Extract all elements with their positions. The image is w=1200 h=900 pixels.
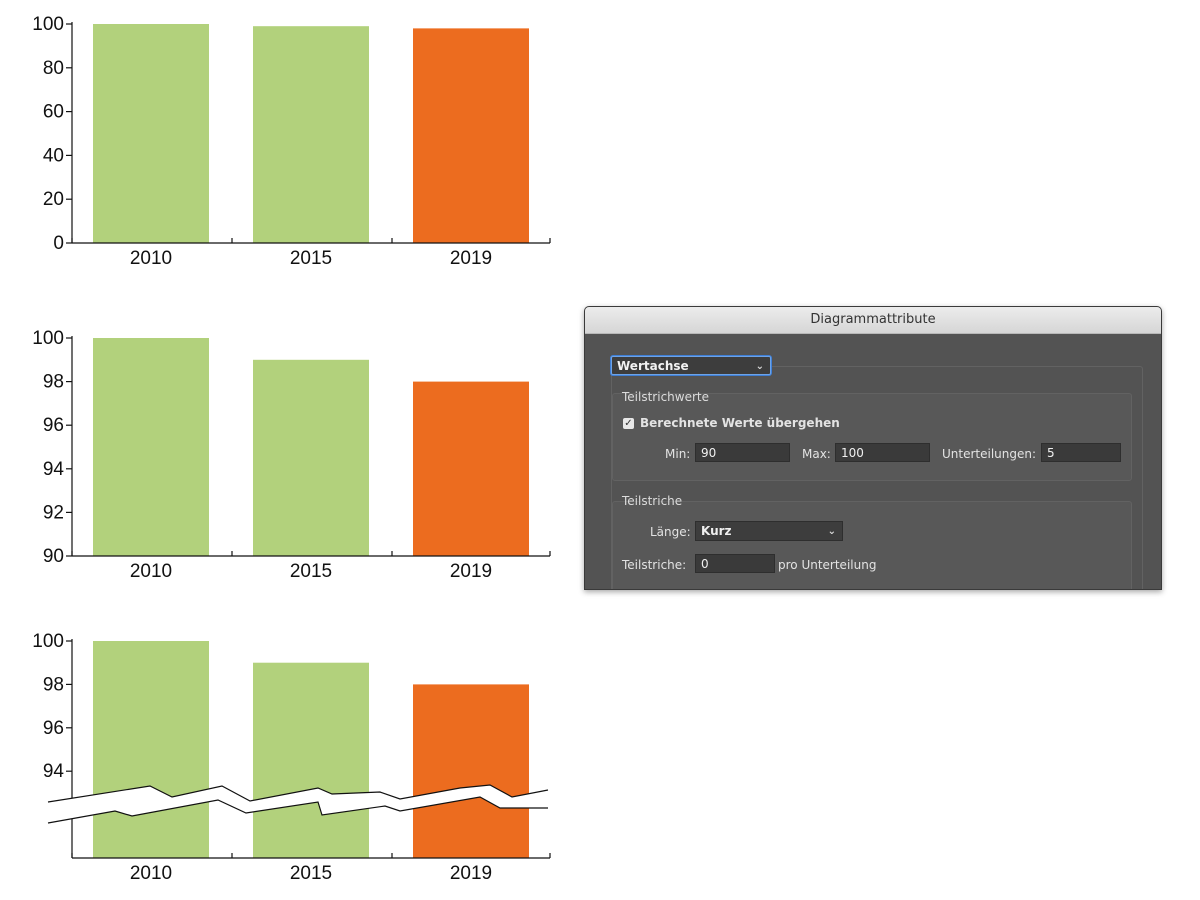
y-tick-label: 60 bbox=[43, 102, 64, 123]
y-tick-label: 98 bbox=[43, 372, 64, 393]
y-tick-label: 96 bbox=[43, 718, 64, 739]
length-label: Länge: bbox=[650, 525, 691, 539]
y-tick-label: 90 bbox=[43, 546, 64, 567]
ticks-group bbox=[612, 501, 1132, 589]
y-tick-label: 40 bbox=[43, 145, 64, 166]
ticks-group-title: Teilstriche bbox=[622, 494, 683, 508]
x-category-label: 2019 bbox=[450, 561, 492, 582]
min-label: Min: bbox=[665, 447, 691, 461]
bar-2019 bbox=[413, 684, 529, 858]
bar-2019 bbox=[413, 28, 529, 243]
y-tick-label: 98 bbox=[43, 674, 64, 695]
ticks-label: Teilstriche: bbox=[622, 558, 687, 572]
divisions-label: Unterteilungen: bbox=[942, 447, 1037, 461]
override-checkbox-label[interactable]: Berechnete Werte übergehen bbox=[640, 416, 840, 430]
x-category-label: 2010 bbox=[130, 863, 172, 884]
max-label: Max: bbox=[802, 447, 831, 461]
bar-2019 bbox=[413, 381, 529, 556]
x-category-label: 2019 bbox=[450, 248, 492, 269]
y-tick-label: 94 bbox=[43, 761, 65, 782]
axis-break-line-top bbox=[47, 784, 549, 803]
y-tick-label: 100 bbox=[32, 14, 64, 35]
dialog-title[interactable]: Diagrammattribute bbox=[585, 307, 1161, 334]
x-category-label: 2019 bbox=[450, 863, 492, 884]
y-tick-label: 100 bbox=[32, 631, 64, 652]
bar-2010 bbox=[93, 24, 209, 243]
y-tick-label: 20 bbox=[43, 189, 64, 210]
x-category-label: 2015 bbox=[290, 561, 332, 582]
y-tick-label: 100 bbox=[32, 328, 64, 349]
bar-2010 bbox=[93, 338, 209, 556]
axis-settings-frame bbox=[611, 366, 1143, 589]
bar-2015 bbox=[253, 26, 369, 243]
x-category-label: 2015 bbox=[290, 248, 332, 269]
y-tick-label: 80 bbox=[43, 58, 64, 79]
bar-2010 bbox=[93, 641, 209, 858]
y-tick-label: 94 bbox=[43, 459, 65, 480]
tick-values-group bbox=[612, 393, 1132, 481]
ticks-field[interactable]: 0 bbox=[695, 554, 775, 573]
chevron-down-icon: ⌄ bbox=[827, 526, 836, 537]
y-tick-label: 0 bbox=[53, 233, 64, 254]
x-category-label: 2015 bbox=[290, 863, 332, 884]
length-select-value: Kurz bbox=[701, 524, 732, 538]
max-field[interactable]: 100 bbox=[835, 443, 930, 462]
min-field[interactable]: 90 bbox=[695, 443, 790, 462]
x-category-label: 2010 bbox=[130, 561, 172, 582]
axis-break-line-bottom bbox=[47, 796, 548, 824]
x-category-label: 2010 bbox=[130, 248, 172, 269]
checkmark-icon[interactable]: ✓ bbox=[623, 418, 634, 429]
y-tick-label: 96 bbox=[43, 415, 64, 436]
axis-select[interactable]: Wertachse ⌄ bbox=[611, 356, 771, 375]
y-tick-label: 92 bbox=[43, 502, 64, 523]
tick-values-group-title: Teilstrichwerte bbox=[622, 390, 709, 404]
axis-select-value: Wertachse bbox=[617, 359, 689, 373]
length-select[interactable]: Kurz ⌄ bbox=[695, 521, 843, 541]
chart-attributes-dialog: Diagrammattribute Wertachse ⌄ Teilstrich… bbox=[584, 306, 1162, 590]
axis-break-band bbox=[48, 785, 548, 823]
bar-2015 bbox=[253, 662, 369, 858]
per-division-label: pro Unterteilung bbox=[778, 558, 877, 572]
bar-2015 bbox=[253, 359, 369, 556]
divisions-field[interactable]: 5 bbox=[1041, 443, 1121, 462]
chevron-down-icon: ⌄ bbox=[755, 361, 764, 372]
